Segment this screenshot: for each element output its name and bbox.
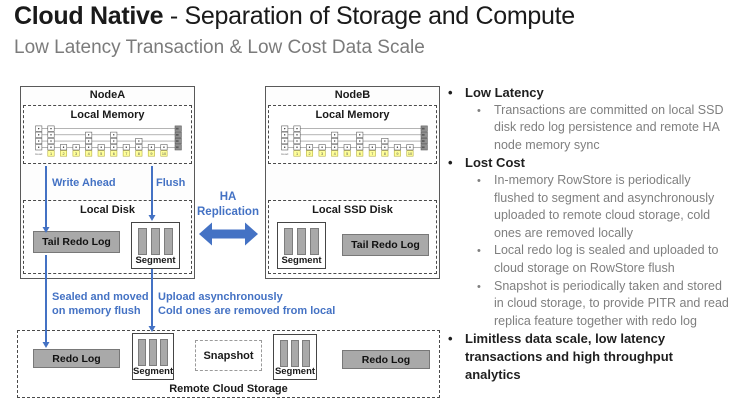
cloud-redo-log-left-label: Redo Log	[52, 352, 101, 365]
cloud-segment-right-box: Segment	[273, 334, 317, 380]
svg-text:6: 6	[359, 152, 361, 156]
svg-text:5: 5	[100, 152, 102, 156]
node-a-segment-box: Segment	[131, 222, 180, 269]
segment-bars-icon	[278, 228, 325, 255]
svg-text:Head: Head	[281, 152, 289, 156]
cloud-redo-log-left: Redo Log	[33, 349, 120, 368]
flush-label: Flush	[156, 177, 186, 189]
bullet-lost-cost: Lost Cost	[448, 154, 732, 172]
page-title-rest: - Separation of Storage and Compute	[163, 2, 575, 30]
cloud-redo-log-right: Redo Log	[342, 350, 430, 369]
cloud-redo-log-right-label: Redo Log	[361, 353, 411, 366]
bullet-marker	[477, 242, 494, 277]
skiplist-graphic-node-b: Head 1 2 3 4 5 6 7 8 9 10	[281, 125, 428, 157]
bullet-item: In-memory RowStore is periodically flush…	[448, 172, 732, 242]
node-b-segment-box: Segment	[277, 222, 326, 269]
svg-text:3: 3	[321, 152, 323, 156]
node-a-memory-label: Local Memory	[70, 109, 145, 121]
svg-text:2: 2	[62, 152, 64, 156]
bullet-marker	[448, 84, 465, 102]
svg-text:1: 1	[296, 152, 298, 156]
svg-text:8: 8	[384, 152, 386, 156]
bullet-marker	[477, 278, 494, 331]
bullet-text: Snapshot is periodically taken and store…	[494, 278, 729, 328]
node-a-segment-label: Segment	[135, 255, 176, 266]
svg-text:4: 4	[88, 152, 90, 156]
node-b-tail-redo-label: Tail Redo Log	[351, 239, 420, 251]
skiplist-graphic-node-a: Head 1 2 3 4 5 6 7 8 9 10	[35, 125, 182, 157]
node-a-tail-redo-log: Tail Redo Log	[33, 231, 120, 253]
bullet-text: Transactions are committed on local SSD …	[494, 102, 724, 152]
node-b-segment-label: Segment	[281, 255, 322, 266]
bullet-item: Transactions are committed on local SSD …	[448, 102, 732, 155]
cloud-segment-right-label: Segment	[274, 366, 316, 377]
bullet-marker	[477, 172, 494, 242]
ha-replication-label: HA Replication	[197, 191, 259, 218]
bullet-list: Low Latency Transactions are committed o…	[448, 84, 732, 383]
bullet-text: In-memory RowStore is periodically flush…	[494, 172, 715, 240]
svg-text:6: 6	[113, 152, 115, 156]
svg-text:1: 1	[50, 152, 52, 156]
node-b-title: NodeB	[334, 89, 371, 101]
bullet-limitless: Limitless data scale, low latency transa…	[448, 330, 732, 383]
upload-label: Upload asynchronously Cold ones are remo…	[158, 291, 336, 317]
segment-bars-icon	[132, 228, 179, 255]
svg-text:7: 7	[371, 152, 373, 156]
svg-text:9: 9	[150, 152, 152, 156]
bullet-marker	[448, 330, 465, 383]
bullet-item: Local redo log is sealed and uploaded to…	[448, 242, 732, 277]
cloud-segment-left-box: Segment	[132, 333, 174, 380]
svg-text:Head: Head	[35, 152, 43, 156]
page-subtitle: Low Latency Transaction & Low Cost Data …	[14, 37, 425, 58]
cloud-segment-left-label: Segment	[133, 366, 174, 377]
segment-bars-icon	[274, 340, 316, 367]
page-title-bold: Cloud Native	[14, 2, 164, 30]
bullet-text: Lost Cost	[465, 155, 525, 171]
sealed-label: Sealed and moved on memory flush	[52, 291, 149, 317]
node-a-tail-redo-label: Tail Redo Log	[42, 236, 111, 248]
svg-text:8: 8	[138, 152, 140, 156]
svg-text:4: 4	[334, 152, 336, 156]
bullet-text: Local redo log is sealed and uploaded to…	[494, 243, 719, 275]
svg-text:10: 10	[408, 152, 412, 156]
bullet-marker	[448, 154, 465, 172]
svg-text:3: 3	[75, 152, 77, 156]
node-a-title: NodeA	[89, 89, 126, 101]
bullet-low-latency: Low Latency	[448, 84, 732, 102]
ha-replication-arrow-icon	[199, 222, 258, 246]
node-b-disk-label: Local SSD Disk	[312, 204, 393, 216]
svg-text:10: 10	[162, 152, 166, 156]
cloud-snapshot-label: Snapshot	[203, 349, 254, 362]
svg-text:9: 9	[396, 152, 398, 156]
bullet-marker	[477, 102, 494, 155]
cloud-snapshot-box: Snapshot	[195, 340, 262, 371]
page-title: Cloud Native - Separation of Storage and…	[14, 2, 575, 31]
node-b-memory-label: Local Memory	[315, 109, 390, 121]
write-ahead-label: Write Ahead	[52, 177, 116, 189]
node-b-tail-redo-log: Tail Redo Log	[342, 234, 429, 256]
bullet-text: Low Latency	[465, 85, 544, 100]
bullet-item: Snapshot is periodically taken and store…	[448, 278, 732, 331]
node-a-disk-label: Local Disk	[79, 204, 136, 216]
svg-text:5: 5	[346, 152, 348, 156]
svg-text:7: 7	[125, 152, 127, 156]
svg-text:2: 2	[308, 152, 310, 156]
segment-bars-icon	[133, 339, 173, 366]
remote-cloud-storage-label: Remote Cloud Storage	[169, 383, 288, 395]
bullet-text: Limitless data scale, low latency transa…	[465, 331, 673, 382]
